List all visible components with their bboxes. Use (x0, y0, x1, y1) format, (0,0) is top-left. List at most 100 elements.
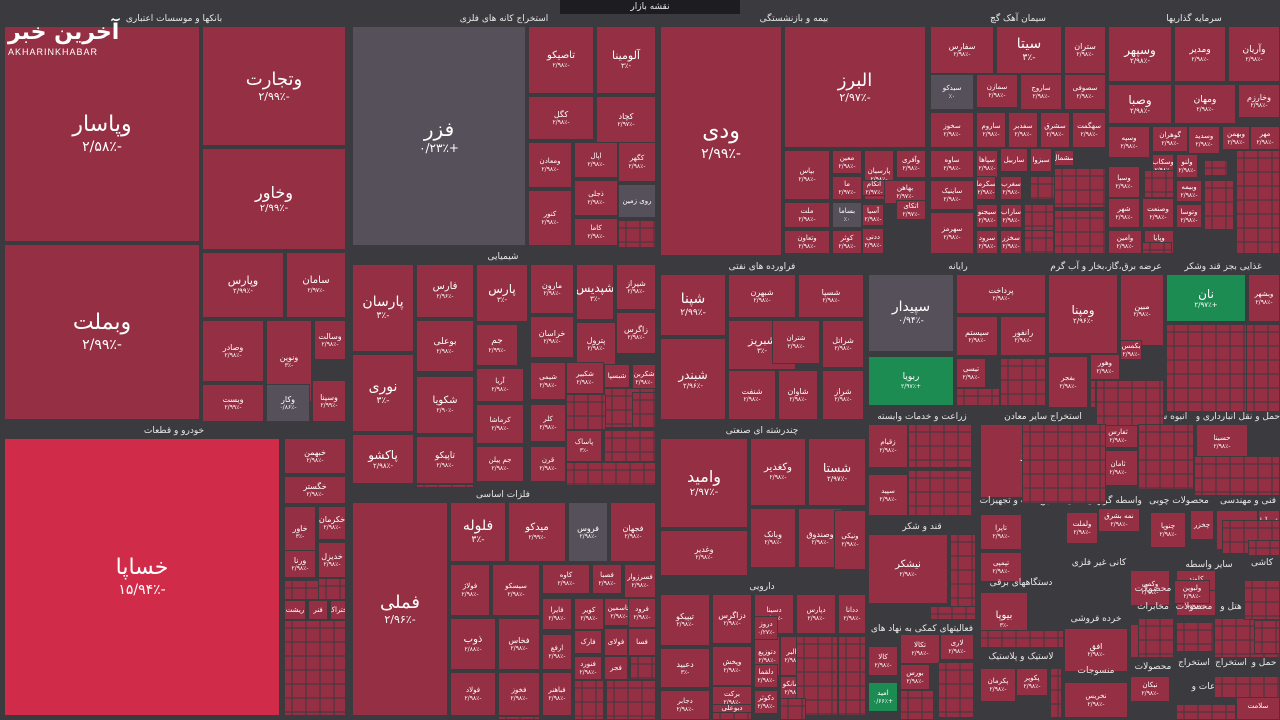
stock-cell[interactable] (1176, 622, 1214, 652)
stock-tile[interactable]: فولاد -۲/۹۸٪ (450, 672, 496, 716)
stock-tile[interactable]: شکربن -۲/۹۸٪ (632, 364, 656, 392)
stock-tile[interactable]: شکبیر -۲/۹۸٪ (566, 362, 604, 394)
stock-tile[interactable]: وهور -۲/۹۸٪ (1090, 354, 1120, 380)
stock-cell[interactable] (1054, 210, 1106, 254)
stock-cell[interactable] (1054, 168, 1106, 208)
stock-cell[interactable] (318, 578, 346, 600)
stock-tile[interactable]: اپال -۲/۹۸٪ (574, 142, 618, 178)
stock-tile[interactable]: وصبا -۲/۹۸٪ (1108, 84, 1172, 124)
stock-tile[interactable]: سیدکو ٠٪ (930, 74, 974, 110)
stock-tile[interactable]: مهر -۲/۹۸٪ (1250, 126, 1280, 150)
stock-tile[interactable]: وسپهر -۲/۹۸٪ (1108, 26, 1172, 82)
stock-cell[interactable] (618, 220, 656, 248)
stock-cell[interactable] (1138, 424, 1194, 490)
stock-cell[interactable] (1244, 580, 1280, 620)
stock-cell[interactable] (416, 484, 474, 488)
stock-tile[interactable]: دروز -۰/۲۷٪ (754, 616, 778, 640)
stock-tile[interactable]: پارسان -۳٪ (352, 264, 414, 352)
stock-tile[interactable]: زاگرس -۲/۹۸٪ (616, 312, 656, 354)
stock-tile[interactable]: ومهان -۲/۹۸٪ (1174, 84, 1236, 124)
stock-cell[interactable] (284, 620, 346, 716)
stock-tile[interactable]: شاوان -۲/۹۸٪ (778, 370, 818, 420)
stock-cell[interactable] (566, 462, 656, 486)
stock-tile[interactable]: دجابر -۲/۹۸٪ (660, 690, 710, 720)
stock-tile[interactable]: کویر -۲/۹۸٪ (574, 598, 604, 630)
stock-cell[interactable] (938, 662, 974, 718)
stock-tile[interactable]: کگل -۲/۹۸٪ (528, 96, 594, 140)
stock-tile[interactable]: ارفع -۲/۹۸٪ (542, 634, 572, 670)
stock-tile[interactable]: ذوب -۲/۸۸٪ (450, 618, 496, 670)
stock-tile[interactable]: ستران -۲/۹۸٪ (1064, 26, 1106, 74)
stock-tile[interactable]: ومعادن -۲/۹۸٪ (528, 142, 572, 188)
stock-tile[interactable]: کاوه -۲/۹۸٪ (542, 564, 590, 594)
stock-tile[interactable]: معین -۲/۹۸٪ (832, 150, 862, 174)
stock-tile[interactable]: شکویا -۲/۹۰٪ (416, 376, 474, 434)
stock-tile[interactable]: سغرب -۲/۹۸٪ (1000, 176, 1022, 200)
stock-tile[interactable]: تیپیکو -۲/۹۸٪ (660, 594, 710, 646)
stock-cell[interactable] (630, 656, 656, 680)
stock-tile[interactable]: دلقما -۲/۹۸٪ (754, 664, 778, 688)
stock-tile[interactable]: افق -۲/۹۸٪ (1064, 628, 1128, 672)
stock-tile[interactable]: دکوثر -۲/۹۸٪ (754, 690, 778, 714)
stock-tile[interactable]: شپنا -۲/۹۹٪ (660, 274, 726, 336)
stock-cell[interactable] (950, 534, 976, 618)
stock-cell[interactable] (1204, 160, 1228, 176)
stock-cell[interactable] (632, 392, 656, 428)
stock-tile[interactable]: فخوز -۲/۹۸٪ (498, 672, 540, 716)
stock-tile[interactable]: لاری -۲/۹۸٪ (940, 634, 974, 660)
stock-tile[interactable]: جم پیلن -۲/۹۸٪ (476, 446, 524, 482)
stock-tile[interactable]: وپخش -۲/۹۸٪ (712, 646, 752, 686)
stock-tile[interactable]: قرن -۲/۹۸٪ (530, 446, 566, 482)
stock-tile[interactable]: وبیمه -۲/۹۸٪ (1176, 180, 1202, 202)
stock-tile[interactable]: شیراز -۲/۹۸٪ (616, 264, 656, 310)
stock-tile[interactable]: پکویر -۲/۹۸٪ (1016, 668, 1048, 696)
stock-tile[interactable]: نان +۲/۹۷٪ (1166, 274, 1246, 322)
stock-tile[interactable]: خراسان -۲/۹۸٪ (530, 316, 574, 358)
stock-cell[interactable] (1194, 456, 1280, 496)
stock-tile[interactable]: وپارس -۲/۹۹٪ (202, 252, 284, 318)
stock-cell[interactable] (930, 606, 976, 620)
stock-tile[interactable]: حسینا -۲/۹۸٪ (1196, 424, 1248, 460)
stock-tile[interactable]: خگستر -۲/۹۸٪ (284, 476, 346, 504)
stock-tile[interactable]: بوعلی -۲/۹۸٪ (416, 320, 474, 372)
stock-tile[interactable]: بکمس -۲/۹۸٪ (1120, 340, 1142, 360)
stock-tile[interactable]: فروس -۲/۹۸٪ (568, 502, 608, 562)
stock-tile[interactable]: فنر (308, 600, 328, 620)
stock-tile[interactable]: بپاس -۲/۹۸٪ (784, 150, 830, 200)
stock-tile[interactable]: آریا -۲/۹۸٪ (476, 368, 524, 402)
stock-tile[interactable]: آسیا -۲/۹۸٪ (862, 204, 884, 226)
stock-tile[interactable]: فباهنر -۲/۹۸٪ (542, 672, 572, 716)
stock-tile[interactable]: سپید -۲/۹۸٪ (868, 474, 908, 516)
stock-tile[interactable]: فایرا -۲/۹۸٪ (542, 598, 572, 630)
stock-tile[interactable]: امید +۰/۶۶٪ (868, 682, 898, 712)
stock-tile[interactable]: سمازن -۲/۹۸٪ (976, 74, 1018, 108)
stock-tile[interactable]: رانفور -۲/۹۸٪ (1000, 316, 1046, 356)
stock-tile[interactable]: تپمپی -۲/۹۸٪ (980, 552, 1022, 582)
stock-tile[interactable]: شبندر -۲/۹۶٪ (660, 338, 726, 420)
stock-tile[interactable]: تاپرا -۲/۹۸٪ (980, 514, 1022, 550)
stock-tile[interactable]: پارس -۳٪ (476, 264, 528, 322)
stock-tile[interactable]: شسپا -۲/۹۸٪ (798, 274, 864, 318)
stock-tile[interactable]: بساما ٠٪ (832, 202, 862, 228)
stock-tile[interactable]: وبشهر -۲/۹۸٪ (1248, 274, 1280, 322)
stock-tile[interactable]: خساپا -۱۵/۹۴٪ (4, 438, 280, 716)
stock-tile[interactable]: ودی -۲/۹۹٪ (660, 26, 782, 256)
stock-tile[interactable]: بفجر -۲/۹۸٪ (1048, 356, 1088, 408)
stock-tile[interactable]: سخزر -۲/۹۸٪ (1000, 230, 1022, 254)
stock-cell[interactable] (1254, 620, 1280, 654)
stock-tile[interactable]: شنفت -۲/۹۸٪ (728, 370, 776, 420)
stock-tile[interactable]: تاپیکو -۲/۹۸٪ (416, 436, 474, 484)
stock-tile[interactable]: سپیدار -۰/۹۴٪ (868, 274, 954, 352)
stock-cell[interactable] (1000, 358, 1046, 406)
stock-tile[interactable]: ومدیر -۲/۹۸٪ (1174, 26, 1226, 82)
stock-tile[interactable]: فولاژ -۲/۹۸٪ (450, 564, 490, 616)
stock-tile[interactable]: کنور -۲/۹۸٪ (528, 190, 572, 246)
stock-tile[interactable]: ولبوین -۲/۹۸٪ (1174, 580, 1210, 604)
stock-tile[interactable]: روی زمین (618, 184, 656, 218)
stock-tile[interactable]: آلومینا -۳٪ (596, 26, 656, 94)
stock-tile[interactable]: وصادر -۲/۹۸٪ (202, 320, 264, 382)
stock-tile[interactable]: ساروج -۲/۹۸٪ (1020, 74, 1062, 110)
stock-tile[interactable]: سیستم -۲/۹۸٪ (956, 316, 998, 356)
stock-tile[interactable]: شهر -۲/۹۸٪ (1108, 198, 1140, 228)
stock-tile[interactable]: وسدید -۲/۹۸٪ (1188, 126, 1220, 154)
